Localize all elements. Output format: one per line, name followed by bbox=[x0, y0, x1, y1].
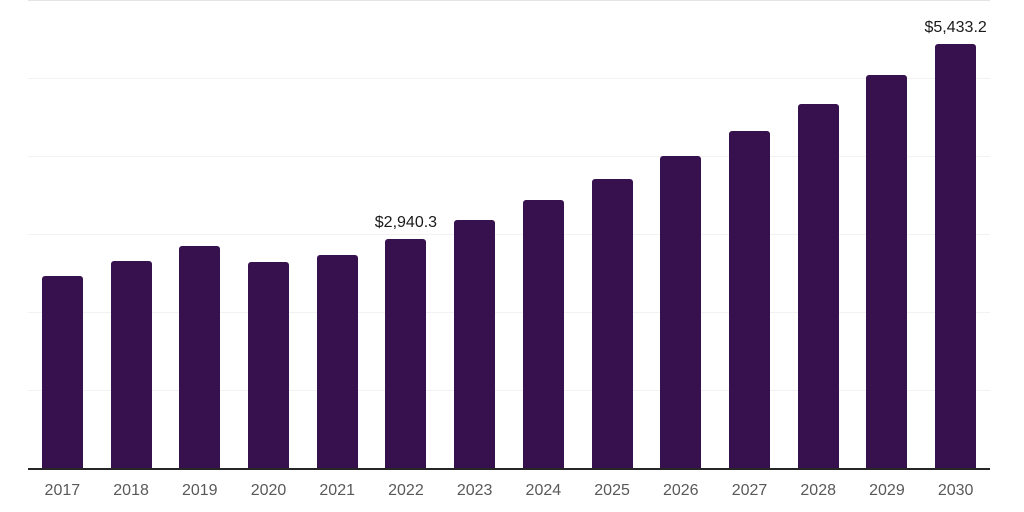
gridline bbox=[28, 156, 990, 157]
x-axis-tick-label-2027: 2027 bbox=[731, 482, 768, 499]
gridline bbox=[28, 390, 990, 391]
bar-2027[interactable] bbox=[729, 131, 770, 468]
bar-value-label-2030: $5,433.2 bbox=[924, 19, 987, 37]
bar-2020[interactable] bbox=[248, 262, 289, 468]
x-axis-tick-label-2025: 2025 bbox=[594, 482, 630, 499]
x-axis-tick-label-2018: 2018 bbox=[113, 482, 149, 499]
x-axis: 2017 2018 2019 2020 2021 2022 2023 2024 2025 2026… bbox=[28, 481, 990, 503]
plot-area: $2,940.3 $5,433.2 bbox=[28, 0, 990, 468]
bar-2022[interactable] bbox=[385, 238, 427, 468]
bar-2023[interactable] bbox=[454, 220, 496, 468]
bar-2026[interactable] bbox=[660, 156, 702, 468]
x-axis-tick-label-2029: 2029 bbox=[869, 482, 905, 499]
bar-2024[interactable] bbox=[522, 200, 564, 468]
x-axis-tick-label-2026: 2026 bbox=[662, 482, 699, 499]
x-axis-tick-label-2022: 2022 bbox=[388, 482, 424, 499]
bar-2021[interactable] bbox=[316, 255, 358, 468]
x-axis-tick-label-2030: 2030 bbox=[937, 482, 974, 499]
x-axis-tick-label-2019: 2019 bbox=[181, 482, 218, 499]
bar-value-label-2022: $2,940.3 bbox=[374, 213, 438, 231]
x-axis-tick-label-2023: 2023 bbox=[456, 482, 493, 499]
x-axis-tick-label-2020: 2020 bbox=[250, 482, 287, 499]
x-axis-tick-label-2017: 2017 bbox=[44, 482, 81, 499]
bar-2019[interactable] bbox=[179, 246, 221, 468]
gridline bbox=[28, 234, 990, 235]
bar-2017[interactable] bbox=[41, 276, 83, 468]
x-axis-line bbox=[28, 468, 990, 470]
x-axis-tick-label-2021: 2021 bbox=[319, 482, 355, 499]
bar-2029[interactable] bbox=[866, 74, 908, 468]
gridline bbox=[28, 312, 990, 313]
bar-2018[interactable] bbox=[110, 261, 152, 468]
bar-2030[interactable] bbox=[935, 44, 977, 468]
top-gridline bbox=[28, 0, 990, 1]
x-axis-tick-label-2028: 2028 bbox=[800, 482, 836, 499]
bar-2028[interactable] bbox=[797, 104, 839, 468]
bar-2025[interactable] bbox=[591, 179, 633, 468]
gridline bbox=[28, 78, 990, 79]
x-axis-tick-label-2024: 2024 bbox=[525, 482, 562, 499]
